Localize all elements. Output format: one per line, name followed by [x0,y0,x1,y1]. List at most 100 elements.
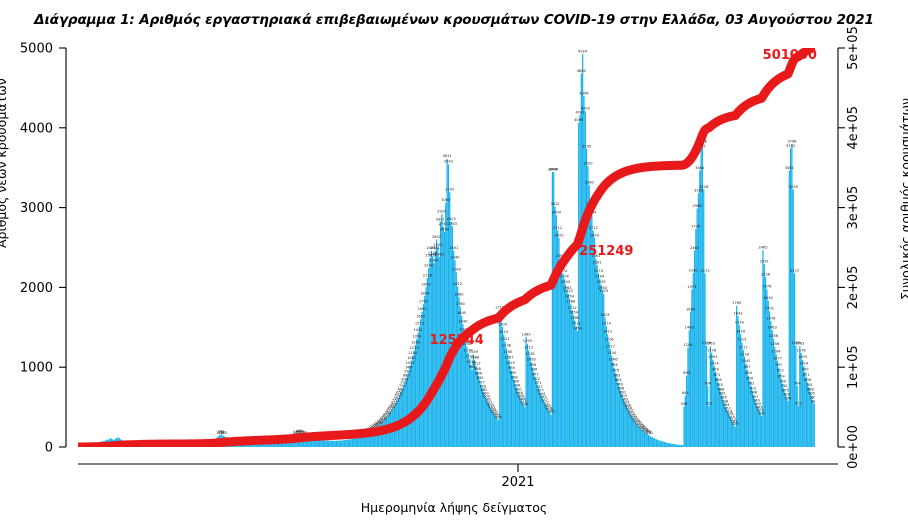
svg-text:335: 335 [495,416,502,420]
bar [274,441,276,447]
bar [624,402,626,447]
svg-text:1159: 1159 [469,350,479,354]
bar [575,326,577,447]
svg-text:422: 422 [627,409,634,413]
x-axis [78,463,838,472]
svg-text:762: 762 [748,382,755,386]
bar [378,425,380,447]
svg-text:493: 493 [390,403,397,407]
cumulative-line [78,48,815,447]
bar [599,279,601,447]
bar [618,387,621,447]
svg-text:3464: 3464 [785,166,795,170]
svg-text:508: 508 [681,402,689,406]
svg-text:634: 634 [538,392,546,396]
bar [263,442,265,447]
svg-text:1093: 1093 [708,355,717,359]
bar [530,362,532,447]
bar [308,437,310,447]
svg-text:390: 390 [758,411,766,415]
bar [729,416,731,447]
bar [742,349,744,447]
svg-text:394: 394 [384,411,392,415]
svg-text:635: 635 [719,392,726,396]
svg-text:255: 255 [732,422,739,426]
svg-text:454: 454 [625,406,633,410]
bar [321,440,323,447]
bar [791,143,793,447]
bar [632,417,634,447]
bar [697,193,700,447]
svg-text:1144: 1144 [408,351,418,355]
bar [567,293,569,447]
svg-text:2465: 2465 [758,246,767,250]
svg-text:2461: 2461 [449,246,458,250]
bar [793,273,796,447]
bar [404,381,406,447]
svg-text:524: 524 [623,401,631,405]
svg-text:675: 675 [782,389,789,393]
bar [330,440,332,447]
svg-text:2180: 2180 [689,268,699,272]
svg-text:441: 441 [387,407,394,411]
bar [799,346,801,447]
bar [749,381,751,447]
svg-text:652: 652 [396,390,403,394]
bar [774,346,776,447]
svg-text:730: 730 [781,384,789,388]
bar [509,365,511,447]
svg-text:3012: 3012 [550,202,559,206]
svg-text:863: 863 [403,374,410,378]
bar [704,273,706,447]
bar [607,334,609,447]
bar [514,384,517,447]
bar [666,442,668,447]
bar [335,440,338,447]
bar [528,350,530,447]
svg-text:940: 940 [802,367,810,371]
bar [364,434,367,447]
bar [538,389,540,447]
svg-text:893: 893 [683,371,690,375]
svg-text:1526: 1526 [735,321,745,325]
bar [725,407,727,447]
bar [596,264,598,447]
bar [712,359,714,447]
bar [410,360,413,447]
bar [589,206,592,447]
bar [496,418,498,447]
cumulative-value-annotation: 251249 [579,244,634,260]
bar [476,371,478,447]
bar [343,440,346,447]
bar [280,440,282,447]
bar [472,354,475,447]
svg-text:2128: 2128 [761,273,771,277]
svg-text:2104: 2104 [595,275,605,279]
bar [792,189,794,447]
svg-text:1217: 1217 [739,345,748,349]
svg-text:745: 745 [716,383,723,387]
svg-text:2904: 2904 [552,211,562,215]
bar [754,399,756,447]
svg-text:1854: 1854 [565,294,575,298]
bar [686,375,688,447]
bar [326,440,328,447]
bar [521,401,523,447]
svg-text:315: 315 [632,417,639,421]
bar [614,373,617,447]
bar [678,444,680,447]
svg-text:3180: 3180 [694,189,704,193]
svg-text:997: 997 [775,363,782,367]
bar [341,440,343,447]
svg-text:1976: 1976 [762,285,772,289]
svg-text:1034: 1034 [466,360,476,364]
svg-text:316: 316 [379,417,387,421]
svg-text:677: 677 [537,388,544,392]
bar [574,320,576,447]
bar [497,420,500,447]
svg-text:1643: 1643 [733,311,742,315]
svg-text:1238: 1238 [502,344,512,348]
bar [455,272,457,447]
svg-text:189: 189 [641,427,649,431]
svg-text:1022: 1022 [406,361,415,365]
